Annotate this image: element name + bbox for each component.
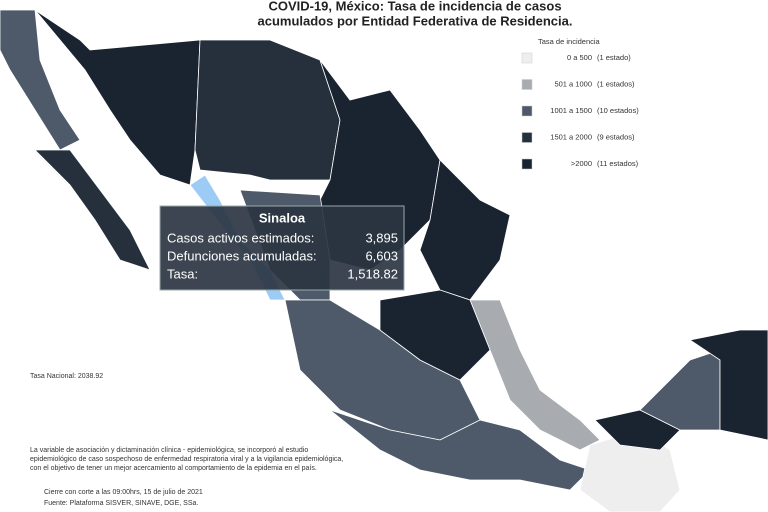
tooltip-box [159,205,405,291]
legend-swatch [521,158,533,170]
state [194,39,341,181]
legend-swatch [521,52,533,64]
legend-swatch [521,132,533,143]
legend-count: (1 estados) [597,79,635,88]
note: La variable de asociación y dictaminació… [30,447,308,454]
legend-range: 0 a 500 [567,53,592,62]
legend-range: 1001 a 1500 [550,106,592,115]
title: COVID-19, México: Tasa de incidencia de … [268,0,561,13]
note: con el objetivo de tener un mejor acerca… [30,465,317,472]
state [469,299,601,451]
legend-count: (10 estados) [597,106,639,115]
legend-range: 1501 a 2000 [550,132,592,141]
state [0,9,81,151]
title: acumulados por Entidad Federativa de Res… [258,13,573,28]
tooltip-label: Casos activos estimados: [167,230,314,245]
tooltip-value: 3,895 [365,230,398,245]
national-rate: Tasa Nacional: 2038.92 [30,373,103,380]
legend-swatch [521,79,533,90]
state [688,329,768,441]
state [379,289,491,381]
footer: Fuente: Plataforma SISVER, SINAVE, DGE, … [44,500,198,507]
legend-count: (9 estados) [597,132,635,141]
tooltip-label: Tasa: [167,266,198,281]
tooltip: Sinaloa Casos activos estimados: 3,895 D… [159,205,405,291]
note: epidemiológico de caso sospechoso de enf… [30,456,343,463]
footer: Cierre con corte a las 09:00hrs, 15 de j… [44,489,203,496]
legend-count: (11 estados) [597,159,639,168]
tooltip-value: 1,518.82 [347,266,398,281]
tooltip-value: 6,603 [365,248,398,263]
legend: 0 a 500 (1 estado) 501 a 1000 (1 estados) 10… [521,52,639,170]
state [34,149,151,271]
legend-range: >2000 [571,159,592,168]
state [594,409,681,451]
legend-swatch [521,105,533,117]
legend-range: 501 a 1000 [554,79,592,88]
legend-title: Tasa de incidencia [538,37,601,46]
tooltip-title: Sinaloa [259,210,306,225]
tooltip-label: Defunciones acumuladas: [167,248,317,263]
legend-count: (1 estado) [597,53,631,62]
